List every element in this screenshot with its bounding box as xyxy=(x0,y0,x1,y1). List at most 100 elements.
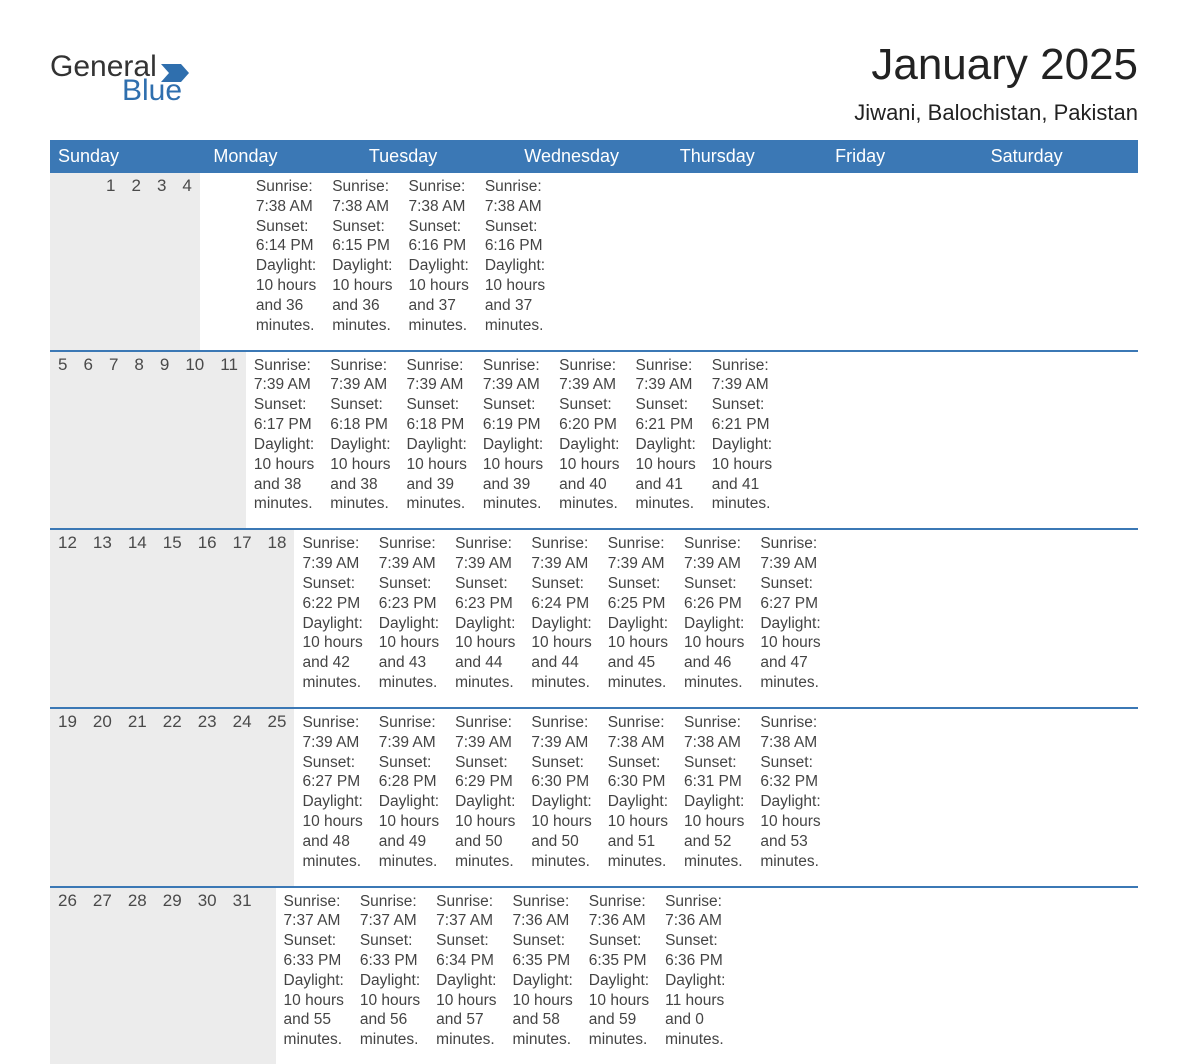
day-sunset: Sunset: 6:23 PM xyxy=(379,574,439,614)
day-sunset: Sunset: 6:34 PM xyxy=(436,931,496,971)
day-daylight2: and 53 minutes. xyxy=(760,832,820,872)
day-cell: Sunrise: 7:38 AMSunset: 6:16 PMDaylight:… xyxy=(477,173,553,336)
day-cell: Sunrise: 7:39 AMSunset: 6:23 PMDaylight:… xyxy=(447,530,523,693)
day-number: 9 xyxy=(152,352,177,529)
day-number: 10 xyxy=(177,352,212,529)
day-cell: Sunrise: 7:39 AMSunset: 6:26 PMDaylight:… xyxy=(676,530,752,693)
day-daylight1: Daylight: 10 hours xyxy=(455,614,515,654)
day-sunrise: Sunrise: 7:39 AM xyxy=(407,356,467,396)
day-daylight2: and 58 minutes. xyxy=(512,1010,572,1050)
day-sunrise: Sunrise: 7:39 AM xyxy=(760,534,820,574)
day-daylight2: and 0 minutes. xyxy=(665,1010,725,1050)
day-daylight1: Daylight: 11 hours xyxy=(665,971,725,1011)
weekday-label: Friday xyxy=(827,140,982,173)
day-sunset: Sunset: 6:15 PM xyxy=(332,217,392,257)
day-cell: Sunrise: 7:39 AMSunset: 6:29 PMDaylight:… xyxy=(447,709,523,872)
day-daylight1: Daylight: 10 hours xyxy=(360,971,420,1011)
day-sunrise: Sunrise: 7:39 AM xyxy=(483,356,543,396)
day-daylight1: Daylight: 10 hours xyxy=(436,971,496,1011)
day-number-row: 12131415161718 xyxy=(50,530,294,707)
day-cell: Sunrise: 7:38 AMSunset: 6:14 PMDaylight:… xyxy=(248,173,324,336)
day-number: 28 xyxy=(120,888,155,1064)
weekday-label: Saturday xyxy=(983,140,1138,173)
day-sunset: Sunset: 6:17 PM xyxy=(254,395,314,435)
day-sunrise: Sunrise: 7:39 AM xyxy=(635,356,695,396)
day-daylight1: Daylight: 10 hours xyxy=(608,614,668,654)
day-cell: Sunrise: 7:36 AMSunset: 6:36 PMDaylight:… xyxy=(657,888,733,1051)
day-cells-row: Sunrise: 7:37 AMSunset: 6:33 PMDaylight:… xyxy=(276,888,750,1064)
day-cell: Sunrise: 7:39 AMSunset: 6:23 PMDaylight:… xyxy=(371,530,447,693)
day-daylight1: Daylight: 10 hours xyxy=(379,792,439,832)
day-sunrise: Sunrise: 7:37 AM xyxy=(436,892,496,932)
day-number-row: 1234 xyxy=(50,173,200,350)
day-sunrise: Sunrise: 7:37 AM xyxy=(360,892,420,932)
day-number: 17 xyxy=(225,530,260,707)
day-daylight1: Daylight: 10 hours xyxy=(302,614,362,654)
weeks-container: 1234 Sunrise: 7:38 AMSunset: 6:14 PMDayli… xyxy=(50,173,1138,1064)
day-daylight1: Daylight: 10 hours xyxy=(635,435,695,475)
day-sunrise: Sunrise: 7:39 AM xyxy=(455,534,515,574)
calendar-week: 1234 Sunrise: 7:38 AMSunset: 6:14 PMDayli… xyxy=(50,173,1138,350)
day-daylight1: Daylight: 10 hours xyxy=(531,614,591,654)
day-sunrise: Sunrise: 7:38 AM xyxy=(608,713,668,753)
day-sunset: Sunset: 6:28 PM xyxy=(379,753,439,793)
day-number: 8 xyxy=(126,352,151,529)
day-daylight1: Daylight: 10 hours xyxy=(330,435,390,475)
header: General Blue January 2025 Jiwani, Baloch… xyxy=(50,40,1138,126)
day-daylight1: Daylight: 10 hours xyxy=(483,435,543,475)
day-daylight2: and 44 minutes. xyxy=(455,653,515,693)
day-daylight2: and 39 minutes. xyxy=(483,475,543,515)
day-number xyxy=(66,173,82,350)
logo-text-blue: Blue xyxy=(122,76,182,106)
day-cell: Sunrise: 7:38 AMSunset: 6:16 PMDaylight:… xyxy=(401,173,477,336)
day-sunset: Sunset: 6:23 PM xyxy=(455,574,515,614)
day-daylight2: and 55 minutes. xyxy=(284,1010,344,1050)
weekday-header: Sunday Monday Tuesday Wednesday Thursday… xyxy=(50,140,1138,173)
day-cell: Sunrise: 7:39 AMSunset: 6:27 PMDaylight:… xyxy=(752,530,828,693)
day-sunrise: Sunrise: 7:37 AM xyxy=(284,892,344,932)
day-daylight1: Daylight: 10 hours xyxy=(684,614,744,654)
day-sunrise: Sunrise: 7:36 AM xyxy=(512,892,572,932)
day-daylight2: and 41 minutes. xyxy=(635,475,695,515)
day-number: 21 xyxy=(120,709,155,886)
day-number: 13 xyxy=(85,530,120,707)
day-sunrise: Sunrise: 7:39 AM xyxy=(330,356,390,396)
day-daylight2: and 37 minutes. xyxy=(409,296,469,336)
day-cell: Sunrise: 7:38 AMSunset: 6:32 PMDaylight:… xyxy=(752,709,828,872)
day-number xyxy=(50,173,66,350)
day-number-row: 567891011 xyxy=(50,352,246,529)
day-cell: Sunrise: 7:38 AMSunset: 6:15 PMDaylight:… xyxy=(324,173,400,336)
day-number: 16 xyxy=(190,530,225,707)
day-daylight2: and 50 minutes. xyxy=(455,832,515,872)
day-daylight1: Daylight: 10 hours xyxy=(284,971,344,1011)
day-sunset: Sunset: 6:21 PM xyxy=(712,395,772,435)
day-number: 25 xyxy=(260,709,295,886)
day-cells-row: Sunrise: 7:39 AM Sunset: 6:17 PM Daylight:… xyxy=(246,352,780,529)
day-sunset: Sunset: 6:26 PM xyxy=(684,574,744,614)
day-cells-row: Sunrise: 7:39 AMSunset: 6:27 PMDaylight:… xyxy=(294,709,828,886)
day-cell: Sunrise: 7:39 AMSunset: 6:22 PMDaylight:… xyxy=(294,530,370,693)
day-number: 3 xyxy=(149,173,174,350)
day-sunset: Sunset: 6:27 PM xyxy=(302,753,362,793)
day-sunset: Sunset: 6:20 PM xyxy=(559,395,619,435)
weekday-label: Thursday xyxy=(672,140,827,173)
day-cells-row: Sunrise: 7:38 AMSunset: 6:14 PMDaylight:… xyxy=(200,173,553,350)
day-daylight1: Daylight: 10 hours xyxy=(531,792,591,832)
day-cell: Sunrise: 7:37 AMSunset: 6:33 PMDaylight:… xyxy=(352,888,428,1051)
day-number: 1 xyxy=(98,173,123,350)
day-number: 5 xyxy=(50,352,75,529)
day-number: 29 xyxy=(155,888,190,1064)
day-sunrise: Sunrise: 7:36 AM xyxy=(665,892,725,932)
day-number xyxy=(260,888,276,1064)
calendar-week: 567891011 Sunrise: 7:39 AM Sunset: 6:17 PM… xyxy=(50,350,1138,529)
day-daylight2: and 47 minutes. xyxy=(760,653,820,693)
weekday-label: Wednesday xyxy=(516,140,671,173)
day-daylight1: Daylight: 10 hours xyxy=(760,614,820,654)
day-number: 24 xyxy=(225,709,260,886)
day-number: 7 xyxy=(101,352,126,529)
day-sunset: Sunset: 6:33 PM xyxy=(284,931,344,971)
day-cell: Sunrise: 7:39 AMSunset: 6:24 PMDaylight:… xyxy=(523,530,599,693)
day-daylight1: Daylight: 10 hours xyxy=(485,256,545,296)
day-cell: Sunrise: 7:39 AMSunset: 6:27 PMDaylight:… xyxy=(294,709,370,872)
weekday-label: Tuesday xyxy=(361,140,516,173)
